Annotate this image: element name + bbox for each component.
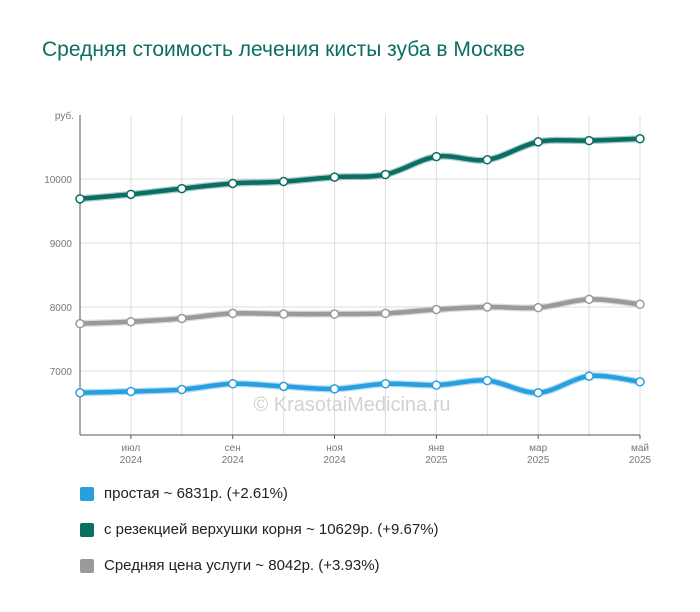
data-point xyxy=(227,379,238,389)
data-point xyxy=(635,299,645,310)
data-point xyxy=(177,183,187,194)
series-layer xyxy=(76,135,644,397)
series-line-2 xyxy=(77,136,643,202)
data-point xyxy=(431,151,442,162)
data-point xyxy=(380,379,391,389)
x-tick-label-month: май xyxy=(631,443,649,454)
data-point xyxy=(126,316,136,327)
x-tick-label-month: янв xyxy=(428,443,444,454)
data-point xyxy=(75,388,85,398)
data-point xyxy=(380,169,391,180)
data-point xyxy=(635,377,645,387)
data-point xyxy=(482,302,493,312)
legend-swatch xyxy=(80,523,94,537)
x-tick-label-month: сен xyxy=(225,443,241,454)
data-point xyxy=(278,381,289,392)
data-point xyxy=(329,172,340,182)
data-point xyxy=(75,318,85,329)
chart-title: Средняя стоимость лечения кисты зуба в М… xyxy=(42,38,526,61)
legend-swatch xyxy=(80,559,94,573)
data-point xyxy=(278,176,289,187)
data-point xyxy=(635,133,645,144)
y-tick-label: 10000 xyxy=(44,175,72,186)
y-tick-label: 8000 xyxy=(50,303,73,314)
x-tick-label-year: 2024 xyxy=(222,455,245,466)
y-tick-label: 7000 xyxy=(50,367,73,378)
data-point xyxy=(380,308,391,319)
data-point xyxy=(584,135,594,146)
x-tick-label-month: июл xyxy=(122,443,141,454)
x-tick-label-year: 2024 xyxy=(120,455,143,466)
data-point xyxy=(227,308,238,319)
data-point xyxy=(482,155,493,165)
data-point xyxy=(533,302,543,313)
data-point xyxy=(329,384,340,394)
data-point xyxy=(431,380,442,390)
data-point xyxy=(278,309,289,319)
y-tick-label: 9000 xyxy=(50,239,73,250)
line-chart: © KrasotaiMedicina.ru руб.70008000900010… xyxy=(44,110,651,466)
x-tick-label-year: 2025 xyxy=(527,455,550,466)
legend-swatch xyxy=(80,487,94,501)
data-point xyxy=(584,294,594,305)
watermark: © KrasotaiMedicina.ru xyxy=(253,394,450,416)
data-point xyxy=(227,178,238,189)
data-point xyxy=(584,371,594,381)
data-point xyxy=(75,194,85,204)
axes xyxy=(79,115,641,439)
data-point xyxy=(482,375,493,386)
legend-label: Средняя цена услуги ~ 8042р. (+3.93%) xyxy=(104,557,380,574)
data-point xyxy=(533,137,543,147)
x-tick-label-year: 2024 xyxy=(323,455,346,466)
tick-labels: руб.70008000900010000июл2024сен2024ноя20… xyxy=(44,110,651,466)
x-tick-label-month: ноя xyxy=(326,443,343,454)
data-point xyxy=(177,313,187,324)
legend-label: с резекцией верхушки корня ~ 10629р. (+9… xyxy=(104,521,439,538)
x-tick-label-month: мар xyxy=(529,443,547,454)
data-point xyxy=(177,384,187,395)
data-point xyxy=(329,309,340,319)
x-tick-label-year: 2025 xyxy=(629,455,652,466)
y-axis-unit-label: руб. xyxy=(55,110,74,122)
legend-label: простая ~ 6831р. (+2.61%) xyxy=(104,485,288,502)
points-layer xyxy=(75,133,645,398)
data-point xyxy=(533,388,543,398)
data-point xyxy=(126,189,136,200)
data-point xyxy=(431,304,442,315)
data-point xyxy=(126,386,136,397)
x-tick-label-year: 2025 xyxy=(425,455,448,466)
